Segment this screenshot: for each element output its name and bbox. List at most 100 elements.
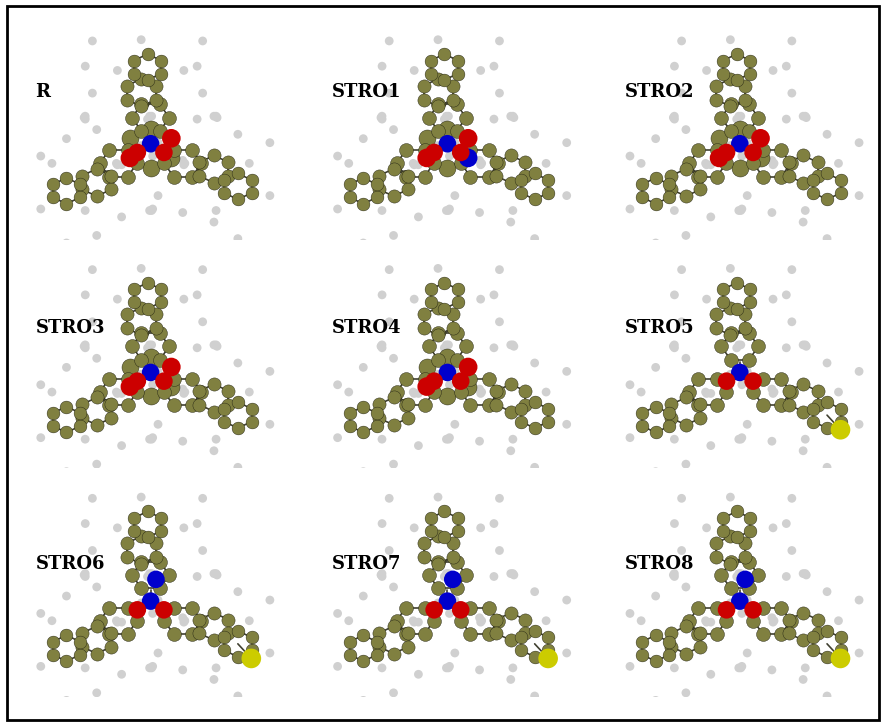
Point [734,379,749,391]
Point [506,339,520,351]
Point [667,110,681,122]
Point [875,155,886,166]
Point [175,155,190,166]
Point [723,263,737,274]
Point [691,373,705,385]
Point [194,158,208,169]
Point [583,383,597,395]
Point [438,466,452,478]
Point [130,375,144,387]
Point [77,340,91,352]
Point [102,373,116,385]
Point [167,373,181,385]
Point [679,687,693,698]
Point [34,379,48,391]
Point [230,651,245,663]
Point [102,144,116,156]
Point [141,342,155,354]
Point [442,432,456,444]
Point [4,440,19,452]
Point [145,432,159,444]
Point [120,144,135,156]
Point [518,614,532,626]
Point [417,373,431,385]
Point [781,157,796,168]
Point [734,110,748,122]
Point [493,492,507,504]
Point [109,386,123,398]
Point [710,602,724,613]
Point [493,544,507,556]
Point [674,492,688,504]
Point [730,237,744,249]
Point [145,379,159,391]
Point [527,168,541,179]
Point [401,184,416,195]
Point [716,512,730,523]
Point [694,184,708,195]
Point [375,113,389,125]
Point [420,132,434,144]
Point [451,283,465,295]
Point [486,342,501,354]
Point [245,174,259,186]
Point [230,233,245,245]
Point [125,340,139,352]
Point [151,137,165,149]
Point [222,627,236,639]
Point [343,420,357,432]
Point [852,647,867,658]
Point [806,187,820,199]
Point [192,614,206,626]
Point [796,635,810,646]
Point [178,386,192,398]
Point [527,129,541,140]
Point [440,351,455,363]
Point [518,170,532,182]
Point [185,399,199,411]
Point [785,264,799,275]
Point [634,615,649,627]
Point [105,170,119,182]
Point [679,582,693,593]
Text: R: R [35,83,51,102]
Point [798,433,812,445]
Point [751,569,766,581]
Point [506,205,520,216]
Point [503,445,517,457]
Point [176,522,190,534]
Point [503,216,517,228]
Point [820,168,834,179]
Point [806,645,820,656]
Point [781,627,796,639]
Point [820,129,834,140]
Point [852,137,867,149]
Point [144,662,159,674]
Point [765,155,779,166]
Point [541,632,556,643]
Point [714,340,728,352]
Point [105,399,119,410]
Point [143,339,157,351]
Point [635,407,649,419]
Point [783,386,797,398]
Point [662,636,676,648]
Point [149,322,163,334]
Point [356,172,370,184]
Point [123,380,137,392]
Point [446,551,460,563]
Point [152,354,167,365]
Point [263,366,277,378]
Point [438,531,452,543]
Point [766,65,781,76]
Point [449,327,464,339]
Point [459,340,473,352]
Point [209,433,223,445]
Point [209,662,223,674]
Point [206,177,221,189]
Point [667,113,681,125]
Point [820,651,834,663]
Point [441,110,455,122]
Point [447,647,462,658]
Point [114,211,128,223]
